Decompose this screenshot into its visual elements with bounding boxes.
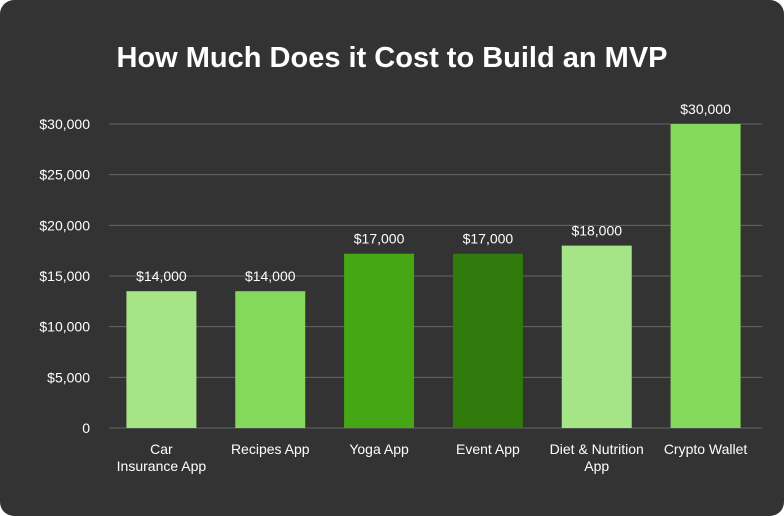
bar [670,124,741,428]
data-label: $30,000 [680,101,731,117]
x-tick-label: Yoga App [349,441,409,457]
chart-title: How Much Does it Cost to Build an MVP [116,42,668,74]
y-tick-label: $20,000 [39,217,90,233]
data-label: $17,000 [463,231,514,247]
bar [344,253,415,428]
data-label: $14,000 [245,268,296,284]
x-tick-label: Recipes App [231,441,310,457]
bar [126,291,197,428]
bar [561,245,632,428]
x-tick-label: Event App [456,441,520,457]
y-tick-label: $30,000 [39,116,90,132]
x-tick-label: Diet & Nutrition App [550,441,644,474]
y-tick-label: 0 [82,420,90,436]
x-tick-label: Crypto Wallet [664,441,748,457]
data-label: $17,000 [354,231,405,247]
y-tick-label: $25,000 [39,167,90,183]
y-tick-label: $5,000 [47,369,90,385]
y-tick-label: $15,000 [39,268,90,284]
data-label: $18,000 [571,223,622,239]
y-tick-label: $10,000 [39,319,90,335]
data-label: $14,000 [136,268,187,284]
x-tick-label: Car Insurance App [117,441,207,474]
bar [235,291,306,428]
bar [452,253,523,428]
